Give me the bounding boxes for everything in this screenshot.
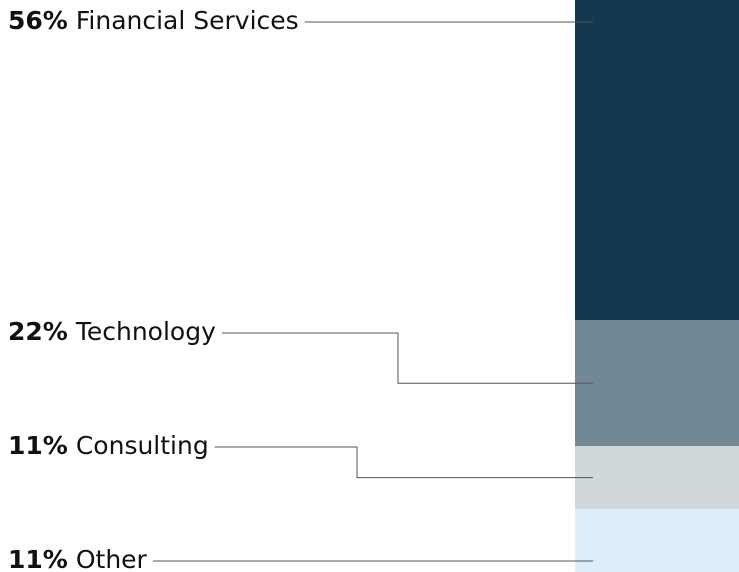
value-label: 22% [8,317,68,346]
category-label: Technology [75,317,216,346]
bar-segment [575,446,739,510]
bar-segment [575,0,739,321]
value-label: 11% [8,545,68,572]
segment-label: 22% Technology [8,317,216,346]
bar-segment [575,320,739,447]
segment-label: 11% Consulting [8,431,209,460]
leader-line [214,446,593,479]
value-label: 56% [8,6,68,35]
category-label: Other [76,545,148,572]
leader-line [221,332,593,384]
bar-segment [575,509,739,572]
category-label: Consulting [76,431,209,460]
value-label: 11% [8,431,68,460]
category-label: Financial Services [76,6,299,35]
segment-label: 11% Other [8,545,148,572]
segment-label: 56% Financial Services [8,6,299,35]
